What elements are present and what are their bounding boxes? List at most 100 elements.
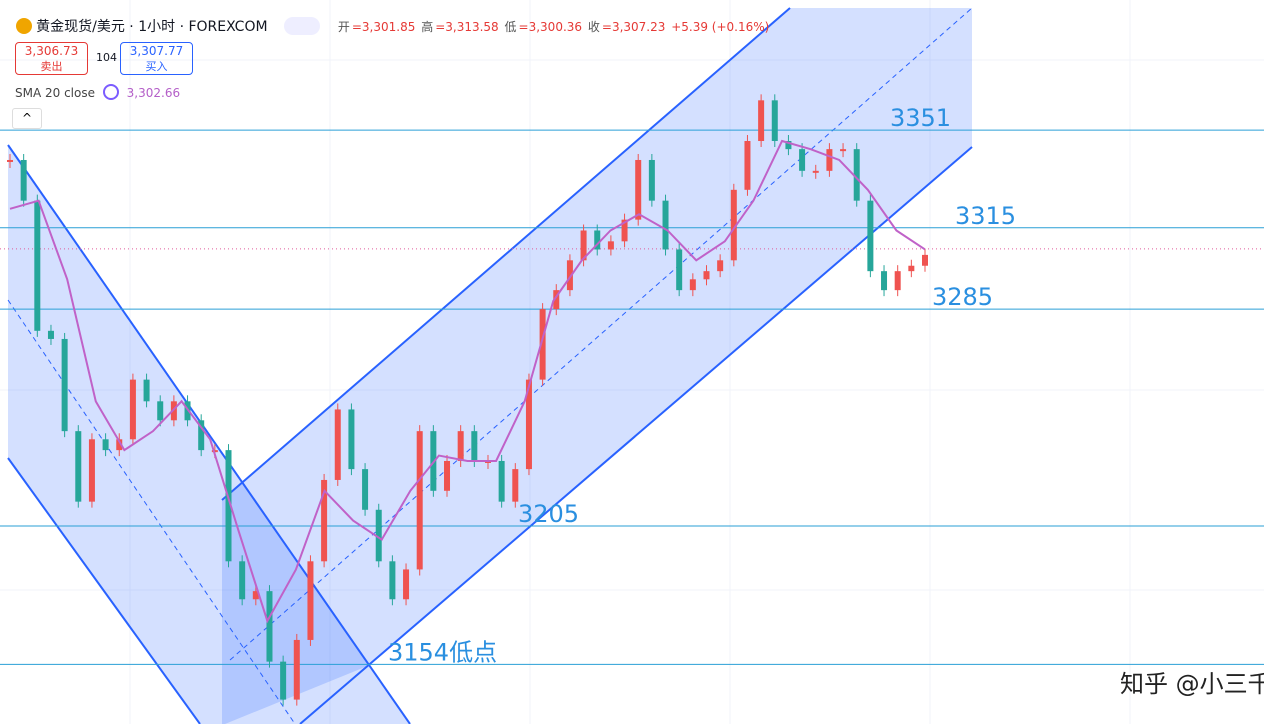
buy-price: 3,307.77	[129, 44, 184, 58]
candle	[607, 241, 614, 250]
change: +5.39 (+0.16%)	[671, 20, 770, 34]
candle	[703, 271, 710, 280]
candle	[375, 509, 382, 562]
high-value: =3,313.58	[435, 20, 499, 34]
candle	[826, 149, 833, 171]
candle	[512, 469, 519, 502]
candle	[785, 141, 792, 150]
candle	[198, 420, 205, 451]
candle	[881, 271, 888, 291]
sell-button[interactable]: 3,306.73 卖出	[15, 42, 88, 75]
candle	[662, 200, 669, 250]
candle	[840, 149, 847, 152]
candle	[307, 561, 314, 640]
candle	[853, 149, 860, 201]
level-label: 3315	[955, 202, 1016, 230]
candle	[225, 450, 232, 562]
candle	[116, 439, 123, 451]
candle	[812, 170, 819, 173]
channel-mid	[7, 299, 296, 724]
channel-line	[299, 146, 973, 724]
header: 黄金现货/美元 · 1小时 · FOREXCOM 开 =3,301.85 高 =3,…	[16, 16, 771, 36]
candle	[266, 591, 273, 662]
candle	[362, 469, 369, 510]
candle	[744, 141, 751, 190]
candle	[403, 569, 410, 600]
indicator: SMA 20 close 3,302.66	[15, 84, 180, 100]
high-label: 高	[421, 20, 434, 34]
candle	[580, 230, 587, 261]
sma-line	[9, 139, 926, 624]
candle	[321, 479, 328, 562]
candle	[47, 330, 54, 339]
up-channel	[222, 8, 972, 724]
low-label: 低	[504, 20, 517, 34]
candle	[143, 379, 150, 402]
symbol-title: 黄金现货/美元 · 1小时 · FOREXCOM	[36, 19, 268, 35]
candle	[61, 338, 68, 432]
level-label: 3205	[518, 500, 579, 528]
close-label: 收	[587, 20, 600, 34]
indicator-name: SMA 20 close	[15, 86, 95, 100]
marks: 3351 3315 3285 3205 3154低点	[0, 94, 1264, 706]
candle	[689, 279, 696, 291]
candle	[717, 260, 724, 272]
candle	[457, 431, 464, 461]
open-label: 开	[337, 20, 350, 34]
candle	[594, 230, 601, 250]
candle	[20, 159, 27, 201]
candle	[867, 200, 874, 272]
candle	[34, 200, 41, 331]
candle	[566, 260, 573, 291]
candle	[75, 431, 82, 502]
candle	[416, 431, 423, 570]
candle	[239, 561, 246, 600]
candle	[102, 439, 109, 451]
candle	[334, 409, 341, 480]
indicator-value: 3,302.66	[126, 86, 181, 100]
level-label: 3154低点	[388, 638, 497, 666]
candle	[280, 661, 287, 700]
candle	[252, 591, 259, 600]
symbol-icon	[16, 18, 32, 34]
open-value: =3,301.85	[351, 20, 416, 34]
candle	[7, 159, 13, 162]
candle	[922, 254, 928, 266]
channel-line	[221, 7, 791, 501]
candle	[539, 309, 546, 380]
level-label: 3285	[932, 283, 993, 311]
channel-mid	[229, 7, 973, 661]
candle	[553, 290, 560, 310]
candle	[525, 379, 532, 470]
buy-label: 买入	[145, 60, 168, 73]
sell-label: 卖出	[40, 60, 63, 73]
candle	[894, 271, 901, 291]
candle	[730, 189, 737, 261]
spread: 104	[96, 51, 117, 64]
ohlc: 开 =3,301.85 高 =3,313.58 低 =3,300.36 收 =3,307…	[338, 20, 772, 34]
watermark: 知乎 @小三千	[1120, 670, 1264, 698]
low-value: =3,300.36	[518, 20, 583, 34]
candle	[129, 379, 136, 440]
candle	[170, 401, 177, 421]
candle	[498, 460, 505, 502]
candle	[676, 249, 683, 291]
candle	[389, 561, 396, 600]
status-badge	[283, 17, 320, 35]
candle	[157, 401, 164, 421]
sell-price: 3,306.73	[24, 44, 79, 58]
collapse-button[interactable]: ^	[12, 108, 42, 129]
candle	[908, 265, 915, 272]
candle	[88, 439, 95, 502]
candle	[648, 159, 655, 201]
candle	[621, 219, 628, 242]
candle	[348, 409, 355, 470]
indicator-icon	[102, 84, 119, 100]
candle	[293, 639, 300, 700]
buy-button[interactable]: 3,307.77 买入	[120, 42, 193, 75]
candle	[444, 460, 451, 491]
close-value: =3,307.23	[601, 20, 666, 34]
